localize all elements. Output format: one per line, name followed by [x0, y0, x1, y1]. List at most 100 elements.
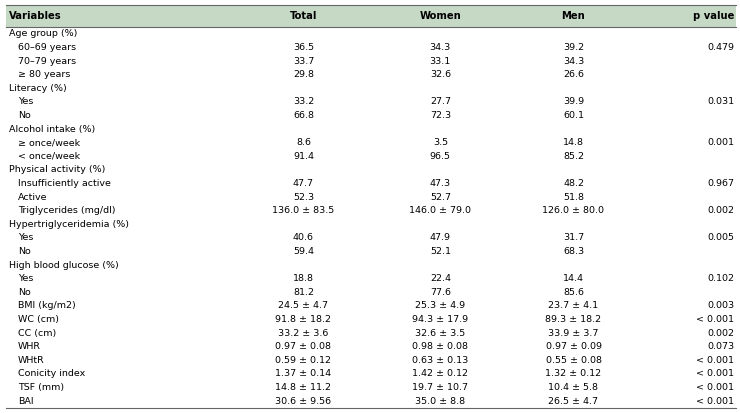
Text: 66.8: 66.8	[293, 111, 314, 120]
Text: 47.7: 47.7	[293, 179, 314, 188]
Text: 146.0 ± 79.0: 146.0 ± 79.0	[409, 206, 471, 215]
Text: Yes: Yes	[18, 97, 33, 106]
Text: Active: Active	[18, 192, 47, 202]
Text: CC (cm): CC (cm)	[18, 329, 56, 338]
Text: 51.8: 51.8	[563, 192, 584, 202]
Text: Yes: Yes	[18, 233, 33, 242]
Text: 0.97 ± 0.09: 0.97 ± 0.09	[545, 342, 602, 351]
Text: WHR: WHR	[18, 342, 41, 351]
Text: 0.102: 0.102	[707, 274, 734, 283]
Text: 0.479: 0.479	[707, 43, 734, 52]
Text: 22.4: 22.4	[430, 274, 451, 283]
Text: BAI: BAI	[18, 397, 33, 406]
Text: TSF (mm): TSF (mm)	[18, 383, 64, 392]
Text: 72.3: 72.3	[430, 111, 451, 120]
Text: 52.3: 52.3	[293, 192, 314, 202]
Text: 29.8: 29.8	[293, 70, 314, 79]
Bar	[6, 5, 736, 27]
Text: 23.7 ± 4.1: 23.7 ± 4.1	[548, 301, 599, 311]
Text: Literacy (%): Literacy (%)	[9, 84, 67, 93]
Text: 68.3: 68.3	[563, 247, 584, 256]
Text: 0.002: 0.002	[707, 206, 734, 215]
Text: < 0.001: < 0.001	[696, 383, 734, 392]
Text: 32.6: 32.6	[430, 70, 451, 79]
Text: Variables: Variables	[9, 11, 61, 21]
Text: 52.7: 52.7	[430, 192, 451, 202]
Text: 30.6 ± 9.56: 30.6 ± 9.56	[275, 397, 332, 406]
Text: 81.2: 81.2	[293, 288, 314, 297]
Text: 91.4: 91.4	[293, 152, 314, 161]
Text: 33.1: 33.1	[430, 57, 451, 66]
Text: ≥ once/week: ≥ once/week	[18, 138, 80, 147]
Text: 33.9 ± 3.7: 33.9 ± 3.7	[548, 329, 599, 338]
Text: 91.8 ± 18.2: 91.8 ± 18.2	[275, 315, 332, 324]
Text: Age group (%): Age group (%)	[9, 29, 77, 38]
Text: 94.3 ± 17.9: 94.3 ± 17.9	[412, 315, 468, 324]
Text: 34.3: 34.3	[563, 57, 584, 66]
Text: Total: Total	[290, 11, 317, 21]
Text: 18.8: 18.8	[293, 274, 314, 283]
Text: 14.8: 14.8	[563, 138, 584, 147]
Text: 60–69 years: 60–69 years	[18, 43, 76, 52]
Text: 60.1: 60.1	[563, 111, 584, 120]
Text: < 0.001: < 0.001	[696, 315, 734, 324]
Text: 39.9: 39.9	[563, 97, 584, 106]
Text: 0.002: 0.002	[707, 329, 734, 338]
Text: 0.005: 0.005	[707, 233, 734, 242]
Text: 10.4 ± 5.8: 10.4 ± 5.8	[548, 383, 599, 392]
Text: 14.4: 14.4	[563, 274, 584, 283]
Text: Conicity index: Conicity index	[18, 370, 85, 378]
Text: 0.967: 0.967	[707, 179, 734, 188]
Text: 39.2: 39.2	[563, 43, 584, 52]
Text: Triglycerides (mg/dl): Triglycerides (mg/dl)	[18, 206, 115, 215]
Text: 0.003: 0.003	[707, 301, 734, 311]
Text: 0.98 ± 0.08: 0.98 ± 0.08	[412, 342, 468, 351]
Text: No: No	[18, 288, 30, 297]
Text: 33.7: 33.7	[293, 57, 314, 66]
Text: 33.2: 33.2	[293, 97, 314, 106]
Text: 59.4: 59.4	[293, 247, 314, 256]
Text: 33.2 ± 3.6: 33.2 ± 3.6	[278, 329, 329, 338]
Text: 8.6: 8.6	[296, 138, 311, 147]
Text: 136.0 ± 83.5: 136.0 ± 83.5	[272, 206, 334, 215]
Text: No: No	[18, 247, 30, 256]
Text: Women: Women	[420, 11, 461, 21]
Text: No: No	[18, 111, 30, 120]
Text: 34.3: 34.3	[430, 43, 451, 52]
Text: 3.5: 3.5	[433, 138, 448, 147]
Text: 96.5: 96.5	[430, 152, 451, 161]
Text: 0.001: 0.001	[707, 138, 734, 147]
Text: 47.3: 47.3	[430, 179, 451, 188]
Text: 25.3 ± 4.9: 25.3 ± 4.9	[415, 301, 465, 311]
Text: 27.7: 27.7	[430, 97, 451, 106]
Text: BMI (kg/m2): BMI (kg/m2)	[18, 301, 75, 311]
Text: 0.031: 0.031	[707, 97, 734, 106]
Text: 89.3 ± 18.2: 89.3 ± 18.2	[545, 315, 602, 324]
Text: 36.5: 36.5	[293, 43, 314, 52]
Text: 0.59 ± 0.12: 0.59 ± 0.12	[275, 356, 332, 365]
Text: 77.6: 77.6	[430, 288, 451, 297]
Text: 31.7: 31.7	[563, 233, 584, 242]
Text: < once/week: < once/week	[18, 152, 80, 161]
Text: < 0.001: < 0.001	[696, 356, 734, 365]
Text: Physical activity (%): Physical activity (%)	[9, 165, 105, 174]
Text: 32.6 ± 3.5: 32.6 ± 3.5	[415, 329, 465, 338]
Text: High blood glucose (%): High blood glucose (%)	[9, 261, 118, 270]
Text: < 0.001: < 0.001	[696, 397, 734, 406]
Text: Alcohol intake (%): Alcohol intake (%)	[9, 125, 95, 133]
Text: 26.5 ± 4.7: 26.5 ± 4.7	[548, 397, 599, 406]
Text: 126.0 ± 80.0: 126.0 ± 80.0	[542, 206, 605, 215]
Text: 0.073: 0.073	[707, 342, 734, 351]
Text: 40.6: 40.6	[293, 233, 314, 242]
Text: Yes: Yes	[18, 274, 33, 283]
Text: 35.0 ± 8.8: 35.0 ± 8.8	[415, 397, 465, 406]
Text: WHtR: WHtR	[18, 356, 44, 365]
Text: 85.6: 85.6	[563, 288, 584, 297]
Text: 48.2: 48.2	[563, 179, 584, 188]
Text: < 0.001: < 0.001	[696, 370, 734, 378]
Text: Men: Men	[562, 11, 585, 21]
Text: 1.42 ± 0.12: 1.42 ± 0.12	[412, 370, 468, 378]
Text: 19.7 ± 10.7: 19.7 ± 10.7	[412, 383, 468, 392]
Text: 85.2: 85.2	[563, 152, 584, 161]
Text: 1.37 ± 0.14: 1.37 ± 0.14	[275, 370, 332, 378]
